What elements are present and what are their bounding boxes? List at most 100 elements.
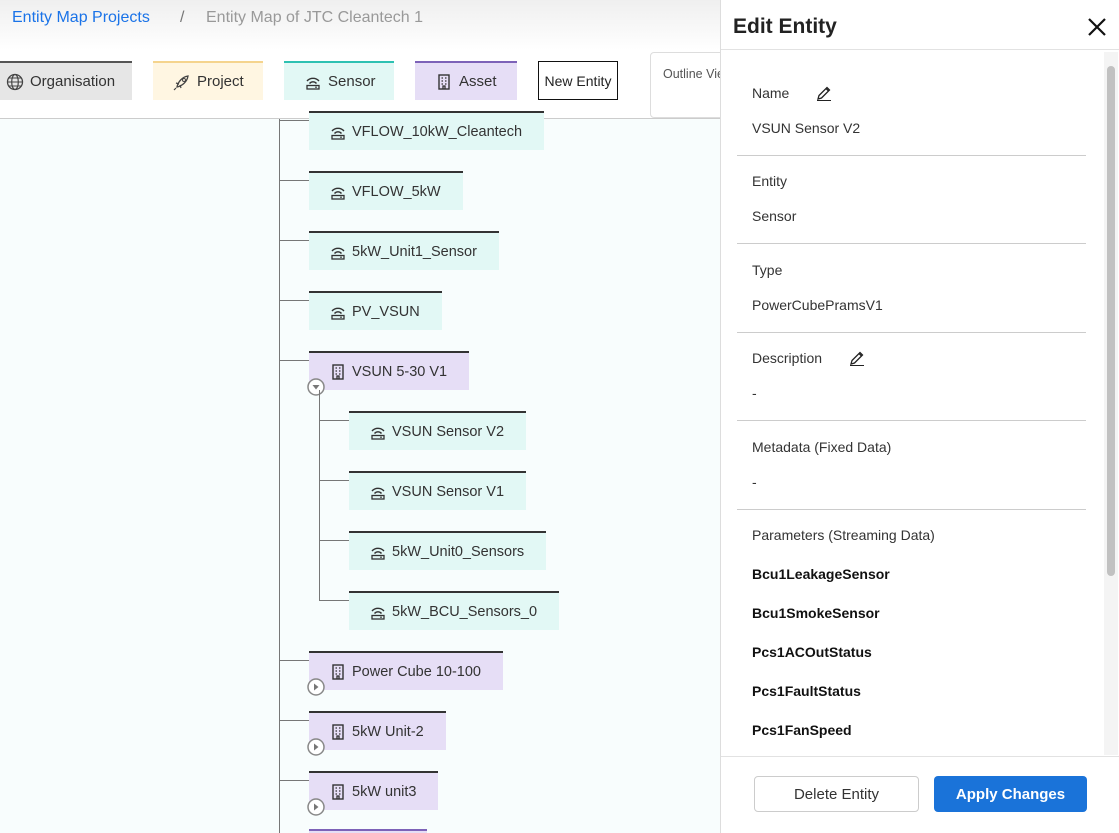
node-label: VSUN 5-30 V1 [352,363,448,380]
expand-toggle[interactable] [307,798,325,816]
edit-icon[interactable] [816,85,832,104]
tree-node[interactable]: VFLOW_10kW_Cleantech [309,111,545,150]
icon [369,543,387,561]
panel-body: Name VSUN Sensor V2 Entity Sensor Type PowerC… [721,0,1105,757]
toggle-glyph [307,798,325,816]
legend-chip[interactable]: Project [153,61,263,100]
icon-glyph [371,547,385,560]
node-label: VFLOW_10kW_Cleantech [352,123,523,140]
legend-chip[interactable]: Organisation [0,61,132,100]
legend-label: Organisation [30,73,116,90]
tree-connector [279,780,309,781]
tree-node[interactable]: 5kW unit3 [309,771,439,810]
node-label: Power Cube 10-100 [352,663,481,680]
scroll-thumb[interactable] [1107,66,1115,576]
tree-connector [279,120,309,121]
icon-glyph [332,783,344,800]
node-label: 5kW_BCU_Sensors_0 [392,603,538,620]
close-button[interactable] [1087,17,1107,37]
node-label: 5kW_Unit0_Sensors [392,543,525,560]
icon-glyph [438,73,450,90]
field-value: VSUN Sensor V2 [752,120,861,136]
tree-connector [319,480,349,481]
tree-node[interactable]: 5kW_BCU_Sensors_0 [349,591,560,630]
delete-button[interactable]: Delete Entity [754,776,919,812]
edit-panel: Edit Entity Name VSUN Sensor V2 Entity Sens… [720,0,1119,833]
field-value: - [752,385,757,402]
legend-label: Project [197,73,244,90]
icon [329,243,347,261]
tree-connector [319,540,349,541]
icon [329,723,347,741]
node-label: VFLOW_5kW [352,183,441,200]
legend-label: Sensor [328,73,376,90]
breadcrumb-current: Entity Map of JTC Cleantech 1 [206,9,423,26]
breadcrumb-bar: Entity Map Projects / Entity Map of JTC … [0,0,720,50]
icon [369,603,387,621]
edit-icon[interactable] [849,350,865,369]
parameter: Pcs1FanSpeed [752,722,852,738]
tree-node[interactable]: VSUN Sensor V1 [349,471,527,510]
icon-glyph [332,363,344,380]
legend-chip[interactable]: Sensor [284,61,394,100]
field-label: Entity [752,173,788,190]
tree-node[interactable]: Power Cube 10-100 [309,651,503,690]
pencil-glyph [817,86,831,101]
breadcrumb-root[interactable]: Entity Map Projects [12,9,150,26]
icon-glyph [371,427,385,440]
tree-connector [279,660,309,661]
tree-node[interactable]: VSUN 5-30 V1 [309,351,470,390]
field-value: Sensor [752,208,797,225]
tree-node[interactable]: 5kW Unit-2 [309,711,446,750]
expand-toggle[interactable] [307,738,325,756]
apply-button[interactable]: Apply Changes [934,776,1087,812]
icon-glyph [173,74,189,90]
icon-glyph [331,127,345,140]
panel-title: Edit Entity [733,15,837,38]
expand-toggle[interactable] [307,678,325,696]
tree-connector [279,360,309,361]
node-label: VSUN Sensor V1 [392,483,505,500]
tree-node[interactable]: VSUN Sensor V2 [349,411,527,450]
field-divider [737,508,1086,510]
parameter: Pcs1ACOutStatus [752,644,872,660]
parameter: Bcu1LeakageSensor [752,566,890,582]
toggle-glyph [307,378,325,396]
icon [329,363,347,381]
icon-glyph [332,663,344,680]
tree-connector [279,180,309,181]
pencil-glyph [850,351,864,367]
icon [329,663,347,681]
node-label: 5kW_Unit1_Sensor [352,243,477,260]
expand-toggle[interactable] [307,378,325,396]
scrollbar[interactable] [1104,52,1118,755]
tree-branch [319,390,320,600]
new-entity-button[interactable]: New Entity [538,61,618,100]
breadcrumb-separator: / [180,9,185,26]
icon-glyph [306,77,320,90]
field-label: Type [752,261,783,278]
tree-node[interactable]: PV_VSUN [309,291,442,330]
icon-glyph [331,187,345,200]
tree-node[interactable]: VFLOW_5kW [309,171,463,210]
tree-connector [279,300,309,301]
node-label: PV_VSUN [352,303,420,320]
tree-connector [279,240,309,241]
tree-node-partial [309,829,427,833]
parameter: Bcu1SmokeSensor [752,605,880,621]
icon [369,423,387,441]
icon-glyph [371,607,385,620]
toggle-glyph [307,678,325,696]
field-divider [737,155,1086,156]
tree-node[interactable]: 5kW_Unit1_Sensor [309,231,499,270]
icon-glyph [331,247,345,260]
parameter: Pcs1FaultStatus [752,683,861,699]
icon [435,73,453,91]
icon [329,783,347,801]
tree-node[interactable]: 5kW_Unit0_Sensors [349,531,547,570]
field-label: Description [752,350,823,367]
icon [329,123,347,141]
node-label: 5kW Unit-2 [352,723,424,740]
legend-chip[interactable]: Asset [415,61,517,100]
icon-glyph [332,723,344,740]
